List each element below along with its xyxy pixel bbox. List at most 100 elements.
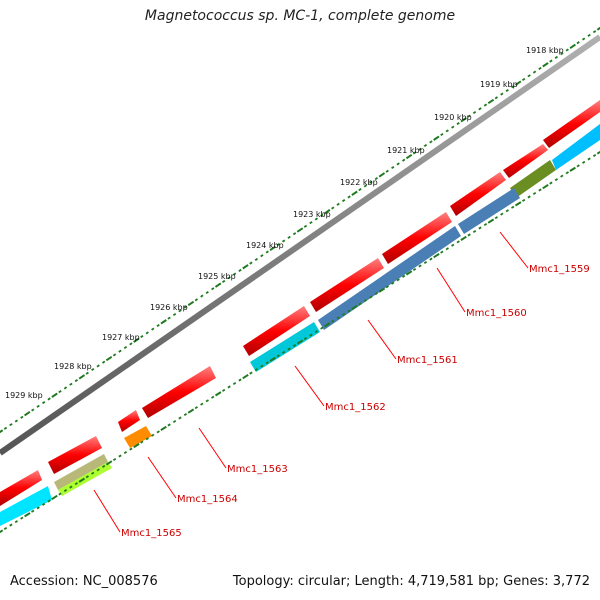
- scale-tick: [260, 254, 264, 258]
- scale-tick: [276, 354, 280, 358]
- scale-tick: [385, 285, 389, 289]
- feature-forward: [310, 258, 384, 312]
- feature-forward: [142, 366, 216, 418]
- scale-tick: [505, 88, 509, 92]
- scale-tick: [309, 221, 313, 225]
- scale-tick: [401, 158, 406, 162]
- scale-tick: [369, 180, 373, 184]
- scale-tick: [96, 468, 100, 472]
- scale-tick: [309, 333, 313, 337]
- leader-line: [367, 319, 397, 360]
- kbp-label: 1928 kbp: [54, 362, 92, 371]
- scale-tick: [500, 92, 504, 96]
- scale-tick: [565, 48, 569, 52]
- scale-tick: [483, 103, 488, 107]
- scale-tick: [391, 281, 395, 285]
- scale-tick: [249, 261, 253, 265]
- scale-tick: [440, 250, 444, 254]
- scale-tick: [151, 327, 155, 331]
- scale-tick: [581, 37, 586, 41]
- leader-line: [294, 365, 325, 407]
- scale-tick: [140, 440, 144, 444]
- scale-tick: [587, 157, 591, 161]
- scale-tick: [412, 151, 417, 155]
- scale-tick: [14, 520, 18, 524]
- scale-tick: [483, 223, 488, 227]
- feature-reverse: [250, 322, 320, 372]
- feature-reverse: [458, 188, 520, 234]
- scale-tick: [265, 250, 269, 254]
- feature-reverse: [318, 226, 461, 330]
- scale-tick: [140, 334, 144, 339]
- scale-tick: [238, 378, 242, 382]
- scale-tick: [596, 26, 600, 31]
- scale-tick: [451, 243, 455, 247]
- scale-tick: [69, 485, 73, 489]
- scale-tick: [549, 59, 553, 63]
- scale-tick: [123, 345, 128, 350]
- scale-tick: [538, 66, 542, 70]
- scale-tick: [112, 457, 117, 461]
- scale-tick: [478, 226, 482, 230]
- scale-tick: [151, 433, 155, 437]
- scale-tick: [487, 98, 495, 105]
- scale-tick: [51, 392, 58, 398]
- scale-tick: [374, 292, 378, 296]
- scale-tick: [292, 343, 297, 347]
- gene-label[interactable]: Mmc1_1562: [325, 402, 386, 413]
- scale-tick: [351, 190, 358, 196]
- scale-tick: [596, 150, 600, 155]
- scale-tick: [214, 282, 222, 288]
- scale-tick: [554, 178, 558, 182]
- gene-labels: Mmc1_1559 Mmc1_1560 Mmc1_1561 Mmc1_1562 …: [121, 264, 590, 539]
- gene-label[interactable]: Mmc1_1565: [121, 528, 182, 539]
- scale-tick: [232, 272, 237, 276]
- scale-tick: [145, 331, 149, 335]
- accession-text: Accession: NC_008576: [10, 574, 158, 589]
- scale-tick: [511, 85, 515, 89]
- gene-label[interactable]: Mmc1_1559: [529, 264, 590, 275]
- scale-tick: [358, 188, 362, 192]
- gene-label[interactable]: Mmc1_1564: [177, 494, 238, 505]
- gene-label[interactable]: Mmc1_1563: [227, 464, 288, 475]
- feature-reverse: [510, 160, 556, 198]
- gene-label[interactable]: Mmc1_1560: [466, 308, 527, 319]
- scale-tick: [374, 177, 379, 181]
- scale-tick: [112, 353, 117, 357]
- scale-tick: [254, 257, 259, 261]
- forward-strand-features: [0, 100, 600, 506]
- scale-tick: [347, 309, 351, 313]
- scale-tick: [20, 516, 24, 520]
- scale-tick: [276, 243, 280, 247]
- scale-tick: [363, 299, 368, 303]
- scale-tick: [582, 160, 586, 164]
- scale-tick: [467, 233, 471, 237]
- scale-tick: [265, 361, 269, 365]
- scale-tick: [118, 454, 122, 458]
- scale-tick: [20, 415, 24, 419]
- kbp-label: 1925 kbp: [198, 272, 236, 281]
- scale-tick: [342, 312, 346, 316]
- scale-tick: [194, 298, 199, 302]
- scale-tick: [129, 342, 133, 346]
- scale-tick: [478, 107, 482, 111]
- scale-tick: [587, 33, 591, 37]
- scale-tick: [487, 218, 495, 224]
- scale-tick: [3, 527, 8, 531]
- scale-tick: [303, 337, 308, 341]
- scale-tick: [521, 77, 526, 81]
- scale-tick: [532, 191, 537, 195]
- scale-tick: [514, 80, 522, 86]
- kbp-label: 1929 kbp: [5, 391, 43, 400]
- scale-tick: [391, 166, 395, 170]
- gene-label[interactable]: Mmc1_1561: [397, 355, 458, 366]
- scale-tick: [324, 208, 331, 215]
- scale-tick: [9, 423, 13, 427]
- scale-ticks-outer: [0, 26, 600, 434]
- scale-tick: [522, 198, 526, 202]
- scale-tick: [242, 373, 249, 380]
- feature-forward: [48, 436, 102, 474]
- scale-tick: [183, 413, 188, 417]
- scale-tick: [91, 471, 95, 475]
